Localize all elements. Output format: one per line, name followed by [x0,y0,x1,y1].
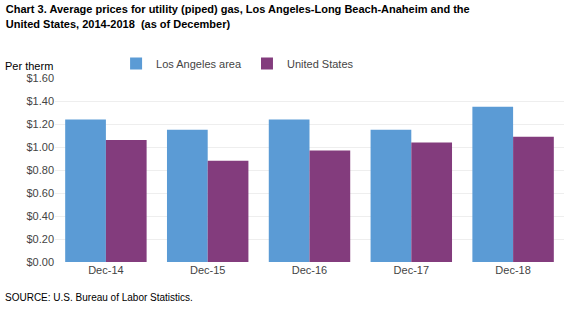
svg-text:Dec-16: Dec-16 [292,264,327,276]
svg-text:Dec-17: Dec-17 [394,264,429,276]
svg-text:Dec-18: Dec-18 [495,264,530,276]
svg-text:Dec-14: Dec-14 [88,264,123,276]
svg-text:SOURCE: U.S. Bureau of Labor S: SOURCE: U.S. Bureau of Labor Statistics. [5,292,193,303]
svg-text:Per therm: Per therm [5,60,53,72]
svg-text:Dec-15: Dec-15 [190,264,225,276]
svg-text:$0.80: $0.80 [26,164,54,176]
svg-text:$1.00: $1.00 [26,141,54,153]
svg-text:United States: United States [287,58,354,70]
svg-text:$1.20: $1.20 [26,118,54,130]
svg-text:Chart 3. Average prices for ut: Chart 3. Average prices for utility (pip… [6,3,470,29]
svg-text:Los Angeles area: Los Angeles area [156,58,242,70]
svg-text:$0.40: $0.40 [26,210,54,222]
svg-text:$1.40: $1.40 [26,95,54,107]
svg-text:$1.60: $1.60 [26,72,54,84]
svg-text:$0.00: $0.00 [26,256,54,268]
svg-text:$0.20: $0.20 [26,233,54,245]
svg-text:$0.60: $0.60 [26,187,54,199]
